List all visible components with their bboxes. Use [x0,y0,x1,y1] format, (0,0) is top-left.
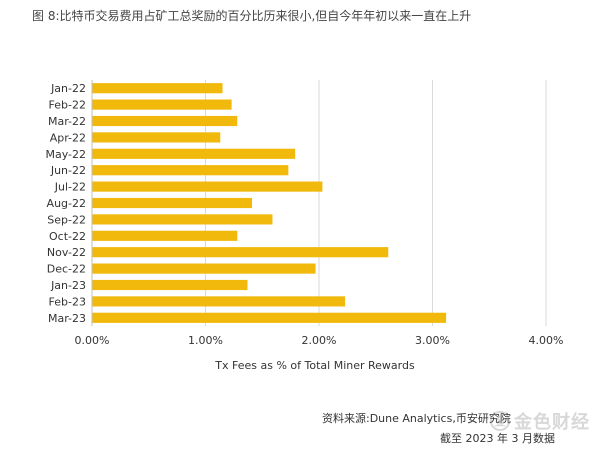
y-tick-label: Aug-22 [47,197,86,210]
y-tick-label: Feb-22 [49,99,86,112]
y-tick-label: Sep-22 [47,213,86,226]
y-tick-label: Feb-23 [49,295,86,308]
watermark-logo: 金 [490,411,510,431]
y-tick-label: Apr-22 [50,131,86,144]
bar-Dec-22 [92,263,316,274]
bar-Jul-22 [92,181,323,192]
figure-title: 图 8:比特币交易费用占矿工总奖励的百分比历来很小,但自今年年初以来一直在上升 [32,9,472,23]
bar-Feb-22 [92,99,232,110]
y-tick-label: Oct-22 [49,230,86,243]
y-tick-label: Dec-22 [47,263,86,276]
date-note: 截至 2023 年 3 月数据 [440,432,555,445]
y-tick-label: May-22 [45,148,86,161]
y-tick-label: Jan-23 [50,279,86,292]
bar-Feb-23 [92,296,346,307]
bar-Oct-22 [92,230,238,241]
bar-Apr-22 [92,132,221,143]
x-axis-label: Tx Fees as % of Total Miner Rewards [214,359,415,372]
bar-chart: 0.00% 1.00% 2.00% 3.00% 4.00% Jan-22 Feb-22 Mar… [45,80,564,372]
x-tick-label: 1.00% [188,334,223,347]
y-tick-label: Jul-22 [54,181,86,194]
bar-May-22 [92,148,296,159]
watermark: 金 金色财经 [490,408,590,434]
y-tick-label: Jun-22 [50,164,86,177]
x-tick-label: 4.00% [529,334,564,347]
y-tick-label: Jan-22 [50,82,86,95]
bar-Aug-22 [92,197,253,209]
bar-Mar-22 [92,115,238,127]
x-tick-label: 2.00% [302,334,337,347]
bar-Jan-22 [92,83,223,94]
bar-Sep-22 [92,214,273,225]
y-tick-label: Mar-23 [48,312,86,325]
watermark-text: 金色财经 [514,412,590,433]
y-tick-label: Mar-22 [48,115,86,128]
bar-Nov-22 [92,247,389,258]
x-tick-label: 0.00% [75,334,110,347]
source-note: 资料来源:Dune Analytics,币安研究院 [322,412,511,425]
y-tick-label: Nov-22 [47,246,86,259]
bar-Jan-23 [92,279,248,291]
bar-Jun-22 [92,165,289,176]
x-tick-label: 3.00% [415,334,450,347]
bar-Mar-23 [92,312,447,323]
